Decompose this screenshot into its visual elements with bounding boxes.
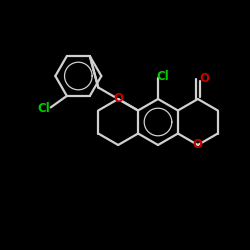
Text: O: O (113, 92, 123, 106)
Text: Cl: Cl (37, 102, 50, 115)
Text: O: O (200, 72, 210, 85)
Text: O: O (193, 138, 203, 151)
Text: Cl: Cl (156, 70, 170, 83)
